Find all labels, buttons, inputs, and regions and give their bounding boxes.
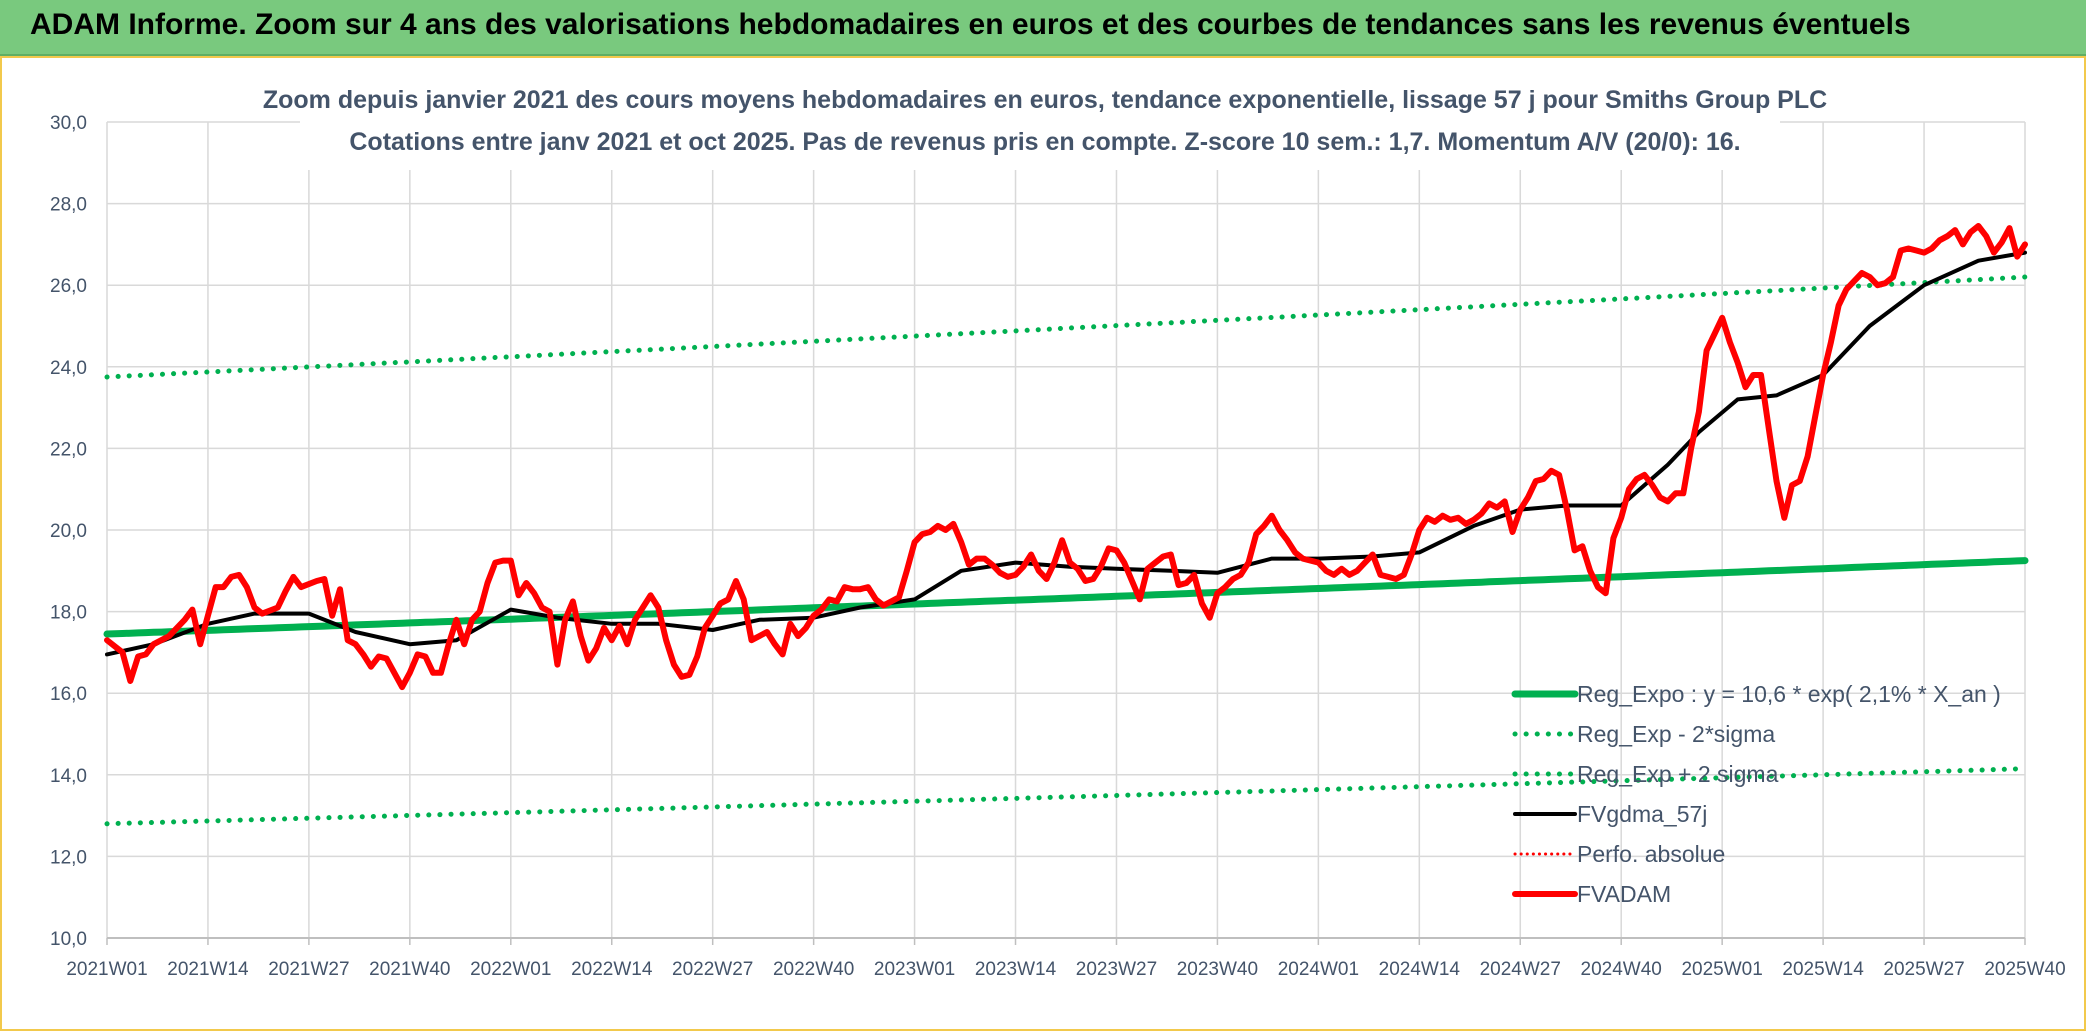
y-tick-label: 14,0 xyxy=(50,766,87,787)
legend-label: FVgdma_57j xyxy=(1577,801,1707,827)
series-line-0 xyxy=(103,557,2029,638)
chart-subtitle: Cotations entre janv 2021 et oct 2025. P… xyxy=(349,128,1740,156)
legend-label: Reg_Exp - 2*sigma xyxy=(1577,721,1775,747)
y-tick-label: 24,0 xyxy=(50,358,87,379)
series-layer xyxy=(103,223,2029,827)
chart-title-block: Zoom depuis janvier 2021 des cours moyen… xyxy=(263,80,1827,170)
title-background xyxy=(300,80,1780,170)
x-tick-label: 2022W27 xyxy=(672,959,753,980)
x-tick-label: 2024W27 xyxy=(1480,959,1561,980)
x-tick-label: 2022W40 xyxy=(773,959,854,980)
x-tick-label: 2022W01 xyxy=(470,959,551,980)
x-tick-label: 2023W14 xyxy=(975,959,1057,980)
series-line-3 xyxy=(105,250,2027,657)
legend-label: Perfo. absolue xyxy=(1577,841,1725,867)
x-tick-label: 2025W40 xyxy=(1984,959,2065,980)
legend-label: Reg_Exp + 2 sigma xyxy=(1577,761,1779,787)
axis-tick-layer: 30,0 28,0 26,0 24,0 22,0 20,0 18,0 16,0 14,0 12,0… xyxy=(50,113,2066,980)
series-line-2 xyxy=(104,274,2028,380)
report-title: ADAM Informe. Zoom sur 4 ans des valoris… xyxy=(30,8,1911,41)
y-tick-label: 18,0 xyxy=(50,603,87,624)
x-tick-label: 2024W40 xyxy=(1581,959,1662,980)
y-tick-label: 26,0 xyxy=(50,276,87,297)
x-tick-label: 2022W14 xyxy=(571,959,653,980)
x-tick-label: 2025W01 xyxy=(1681,959,1762,980)
x-tick-label: 2021W01 xyxy=(66,959,147,980)
y-tick-label: 16,0 xyxy=(50,684,87,705)
y-tick-label: 10,0 xyxy=(50,929,87,950)
x-tick-label: 2024W14 xyxy=(1379,959,1461,980)
x-tick-label: 2021W14 xyxy=(167,959,249,980)
series-line-1 xyxy=(104,766,2028,827)
x-tick-label: 2024W01 xyxy=(1278,959,1359,980)
y-tick-label: 28,0 xyxy=(50,195,87,216)
y-tick-label: 12,0 xyxy=(50,847,87,868)
x-tick-label: 2021W40 xyxy=(369,959,450,980)
report-banner: ADAM Informe. Zoom sur 4 ans des valoris… xyxy=(0,0,2086,56)
x-tick-label: 2025W14 xyxy=(1782,959,1864,980)
x-tick-label: 2021W27 xyxy=(268,959,349,980)
y-tick-label: 22,0 xyxy=(50,439,87,460)
x-tick-label: 2025W27 xyxy=(1883,959,1964,980)
chart-frame xyxy=(0,56,2086,1031)
series-line-5 xyxy=(104,223,2028,691)
y-tick-label: 30,0 xyxy=(50,113,87,134)
chart-legend: Reg_Expo : y = 10,6 * exp( 2,1% * X_an )… xyxy=(1511,681,2001,907)
x-tick-label: 2023W27 xyxy=(1076,959,1157,980)
x-tick-label: 2023W01 xyxy=(874,959,955,980)
x-tick-label: 2023W40 xyxy=(1177,959,1258,980)
grid-layer xyxy=(106,121,2026,945)
legend-label: Reg_Expo : y = 10,6 * exp( 2,1% * X_an ) xyxy=(1577,681,2001,707)
legend-label: FVADAM xyxy=(1577,881,1671,907)
chart-title: Zoom depuis janvier 2021 des cours moyen… xyxy=(263,86,1827,114)
y-tick-label: 20,0 xyxy=(50,521,87,542)
